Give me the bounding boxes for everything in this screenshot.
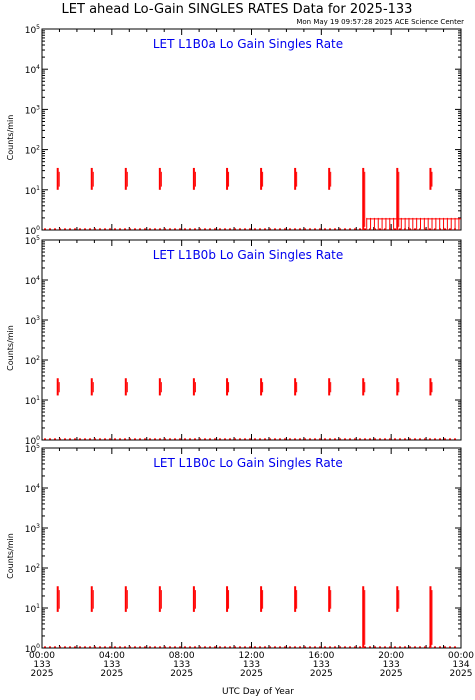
y-tick-exponent: 0 [36, 225, 40, 232]
y-tick-exponent: 5 [36, 443, 40, 450]
x-tick-year: 2025 [380, 669, 403, 679]
x-tick-time: 16:00 [308, 651, 334, 661]
y-tick-exponent: 3 [36, 104, 40, 111]
y-tick-base: 10 [25, 66, 37, 76]
x-tick-labels: 00:00133202504:00133202508:00133202512:0… [29, 651, 474, 679]
y-tick-exponent: 2 [36, 563, 40, 570]
y-tick-base: 10 [25, 485, 37, 495]
y-tick-label: 102 [25, 563, 40, 575]
x-tick-doy: 133 [33, 660, 50, 670]
y-tick-label: 104 [25, 483, 40, 495]
y-tick-base: 10 [25, 605, 37, 615]
y-tick-label: 105 [25, 235, 40, 247]
y-tick-base: 10 [25, 106, 37, 116]
y-tick-base: 10 [25, 317, 37, 327]
y-tick-label: 100 [25, 643, 40, 655]
figure-title: LET ahead Lo-Gain SINGLES RATES Data for… [62, 2, 413, 17]
y-tick-base: 10 [25, 26, 37, 36]
y-tick-base: 10 [25, 187, 37, 197]
y-tick-exponent: 5 [36, 235, 40, 242]
y-tick-base: 10 [25, 525, 37, 535]
x-tick-time: 00:00 [448, 651, 474, 661]
x-tick-time: 12:00 [239, 651, 265, 661]
y-tick-base: 10 [25, 147, 37, 157]
x-tick-doy: 133 [103, 660, 120, 670]
data-series [44, 586, 459, 648]
y-tick-base: 10 [25, 277, 37, 287]
panel-title: LET L1B0c Lo Gain Singles Rate [153, 456, 343, 470]
y-tick-base: 10 [25, 237, 37, 247]
y-tick-label: 101 [25, 603, 40, 615]
y-tick-exponent: 1 [36, 395, 40, 402]
y-axis-label: Counts/min [6, 533, 15, 579]
y-tick-base: 10 [25, 645, 37, 655]
data-series [44, 378, 459, 440]
y-tick-base: 10 [25, 397, 37, 407]
x-tick-year: 2025 [450, 669, 473, 679]
y-tick-label: 101 [25, 395, 40, 407]
y-tick-base: 10 [25, 565, 37, 575]
x-tick-doy: 133 [243, 660, 260, 670]
x-axis-label: UTC Day of Year [222, 687, 294, 697]
x-tick-year: 2025 [31, 669, 54, 679]
x-tick-time: 08:00 [169, 651, 195, 661]
y-tick-label: 103 [25, 315, 40, 327]
x-tick-time: 20:00 [378, 651, 404, 661]
y-tick-exponent: 1 [36, 603, 40, 610]
x-tick-year: 2025 [100, 669, 123, 679]
y-tick-label: 100 [25, 225, 40, 237]
y-tick-exponent: 2 [36, 145, 40, 152]
plot-frame [41, 447, 462, 649]
y-tick-label: 105 [25, 443, 40, 455]
y-tick-base: 10 [25, 445, 37, 455]
y-tick-exponent: 5 [36, 24, 40, 31]
y-tick-base: 10 [25, 227, 37, 237]
y-tick-label: 102 [25, 145, 40, 157]
y-tick-label: 103 [25, 104, 40, 116]
y-tick-exponent: 0 [36, 435, 40, 442]
y-tick-label: 104 [25, 64, 40, 76]
y-tick-exponent: 0 [36, 643, 40, 650]
y-tick-label: 101 [25, 185, 40, 197]
y-tick-exponent: 3 [36, 315, 40, 322]
panel-title: LET L1B0b Lo Gain Singles Rate [153, 248, 344, 262]
y-tick-base: 10 [25, 437, 37, 447]
x-tick-doy: 133 [383, 660, 400, 670]
y-tick-exponent: 4 [36, 64, 40, 71]
y-tick-label: 103 [25, 523, 40, 535]
y-tick-exponent: 1 [36, 185, 40, 192]
y-tick-exponent: 2 [36, 355, 40, 362]
plot-frame [41, 239, 462, 441]
y-axis-label: Counts/min [6, 325, 15, 371]
y-tick-exponent: 4 [36, 483, 40, 490]
y-tick-label: 105 [25, 24, 40, 36]
x-tick-time: 04:00 [99, 651, 125, 661]
x-tick-doy: 133 [313, 660, 330, 670]
y-tick-exponent: 3 [36, 523, 40, 530]
data-series [44, 167, 461, 230]
x-tick-doy: 133 [173, 660, 190, 670]
x-tick-time: 00:00 [29, 651, 55, 661]
x-tick-year: 2025 [310, 669, 333, 679]
y-tick-base: 10 [25, 357, 37, 367]
x-tick-year: 2025 [170, 669, 193, 679]
y-tick-label: 102 [25, 355, 40, 367]
y-axis-label: Counts/min [6, 115, 15, 161]
panel-title: LET L1B0a Lo Gain Singles Rate [153, 37, 343, 51]
timestamp: Mon May 19 09:57:28 2025 ACE Science Cen… [296, 18, 464, 26]
y-tick-label: 100 [25, 435, 40, 447]
x-tick-year: 2025 [240, 669, 263, 679]
y-tick-exponent: 4 [36, 275, 40, 282]
x-tick-doy: 134 [452, 660, 469, 670]
y-tick-label: 104 [25, 275, 40, 287]
